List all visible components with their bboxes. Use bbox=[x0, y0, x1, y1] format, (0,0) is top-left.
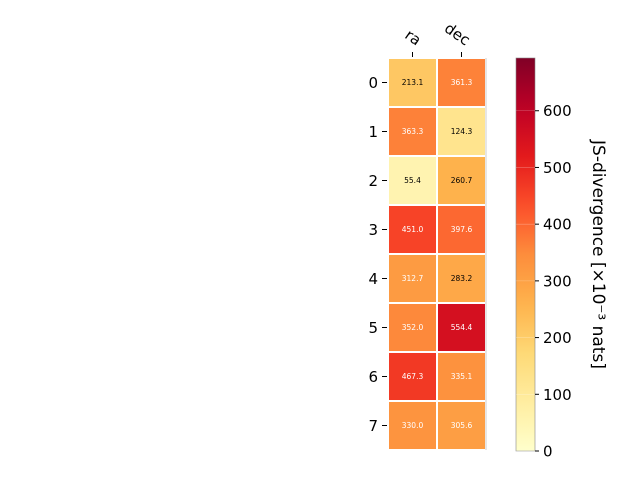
colorbar bbox=[515, 57, 536, 452]
row-label: 2 bbox=[368, 172, 378, 190]
colorbar-label: JS-divergence [×10⁻³ nats] bbox=[588, 139, 608, 369]
cell-value-label: 312.7 bbox=[402, 274, 424, 283]
column-label: dec bbox=[441, 19, 473, 49]
row-label: 0 bbox=[368, 74, 378, 92]
column-label: ra bbox=[402, 26, 425, 50]
cell-value-label: 330.0 bbox=[402, 421, 424, 430]
cell-value-label: 361.3 bbox=[451, 78, 473, 87]
cell-value-label: 260.7 bbox=[451, 176, 473, 185]
cell-value-label: 55.4 bbox=[404, 176, 421, 185]
colorbar-tick-label: 100 bbox=[543, 386, 572, 404]
heatmap-cell bbox=[438, 59, 485, 106]
row-label: 7 bbox=[368, 417, 378, 435]
heatmap-cell bbox=[438, 206, 485, 253]
heatmap-cell bbox=[389, 255, 436, 302]
heatmap-cell bbox=[389, 59, 436, 106]
row-label: 3 bbox=[368, 221, 378, 239]
row-label: 4 bbox=[368, 270, 378, 288]
cell-value-label: 451.0 bbox=[402, 225, 424, 234]
colorbar-tick-label: 0 bbox=[543, 443, 553, 461]
colorbar-tick-label: 600 bbox=[543, 102, 572, 120]
colorbar-tick-label: 200 bbox=[543, 329, 572, 347]
heatmap-cell bbox=[438, 402, 485, 449]
cell-value-label: 554.4 bbox=[451, 323, 473, 332]
colorbar-tick-label: 400 bbox=[543, 216, 572, 234]
cell-value-label: 352.0 bbox=[402, 323, 424, 332]
colorbar-tick-label: 300 bbox=[543, 272, 572, 290]
cell-value-label: 335.1 bbox=[451, 372, 473, 381]
heatmap-cell bbox=[389, 157, 436, 204]
cell-value-label: 283.2 bbox=[451, 274, 473, 283]
heatmap-cell bbox=[438, 304, 485, 351]
cell-value-label: 397.6 bbox=[451, 225, 473, 234]
row-label: 5 bbox=[368, 319, 378, 337]
cell-value-label: 213.1 bbox=[402, 78, 424, 87]
heatmap-cell bbox=[389, 206, 436, 253]
heatmap-cell bbox=[438, 157, 485, 204]
heatmap-cell bbox=[438, 255, 485, 302]
row-label: 1 bbox=[368, 123, 378, 141]
heatmap-cell bbox=[389, 353, 436, 400]
cell-value-label: 124.3 bbox=[451, 127, 473, 136]
row-label: 6 bbox=[368, 368, 378, 386]
heatmap-cell bbox=[438, 108, 485, 155]
cell-value-label: 305.6 bbox=[451, 421, 473, 430]
colorbar-tick-label: 500 bbox=[543, 159, 572, 177]
heatmap-cell bbox=[438, 353, 485, 400]
cell-value-label: 363.3 bbox=[402, 127, 424, 136]
heatmap-cell bbox=[389, 304, 436, 351]
heatmap-cell bbox=[389, 402, 436, 449]
cell-value-label: 467.3 bbox=[402, 372, 424, 381]
heatmap-cell bbox=[389, 108, 436, 155]
